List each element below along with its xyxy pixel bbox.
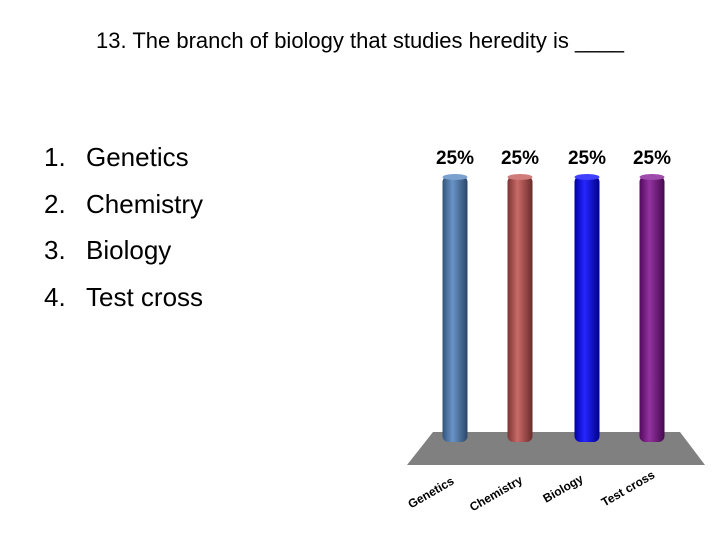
option-text: Test cross	[86, 281, 204, 312]
chart-floor	[407, 432, 705, 465]
option-text: Genetics	[86, 142, 189, 172]
option-text: Biology	[86, 235, 172, 265]
option-number: 4.	[44, 281, 66, 312]
category-label: Biology	[540, 471, 585, 505]
category-label: Genetics	[406, 474, 457, 512]
bar-test-cross	[639, 176, 665, 442]
bar-biology	[574, 176, 600, 442]
bar-top-cap	[442, 174, 468, 180]
bar-value-label: 25%	[633, 148, 671, 169]
option-text: Chemistry	[86, 188, 204, 219]
question-text: 13. The branch of biology that studies h…	[96, 28, 624, 53]
bar-top-cap	[639, 174, 665, 180]
category-label: Chemistry	[467, 473, 525, 515]
bar-value-label: 25%	[501, 148, 539, 169]
answer-option-3[interactable]: 3. Biology	[44, 227, 203, 274]
option-number: 2.	[44, 188, 66, 219]
bar-top-cap	[574, 174, 600, 180]
answer-option-4[interactable]: 4. Test cross	[44, 274, 203, 321]
option-number: 1.	[44, 142, 66, 172]
value-labels-group: 25% 25% 25% 25%	[436, 148, 671, 169]
bar-value-label: 25%	[568, 148, 606, 169]
category-labels-group: Genetics Chemistry Biology Test cross	[406, 468, 658, 515]
category-label: Test cross	[599, 468, 657, 510]
answer-option-2[interactable]: 2. Chemistry	[44, 181, 203, 228]
bar-top-cap	[507, 174, 533, 180]
bars-group	[442, 174, 665, 442]
answer-options: 1. Genetics 2. Chemistry 3. Biology 4. T…	[44, 134, 203, 320]
option-number: 3.	[44, 235, 66, 265]
bar-value-label: 25%	[436, 148, 474, 169]
bar-genetics	[442, 176, 468, 442]
answer-option-1[interactable]: 1. Genetics	[44, 134, 203, 181]
bar-chemistry	[507, 176, 533, 442]
